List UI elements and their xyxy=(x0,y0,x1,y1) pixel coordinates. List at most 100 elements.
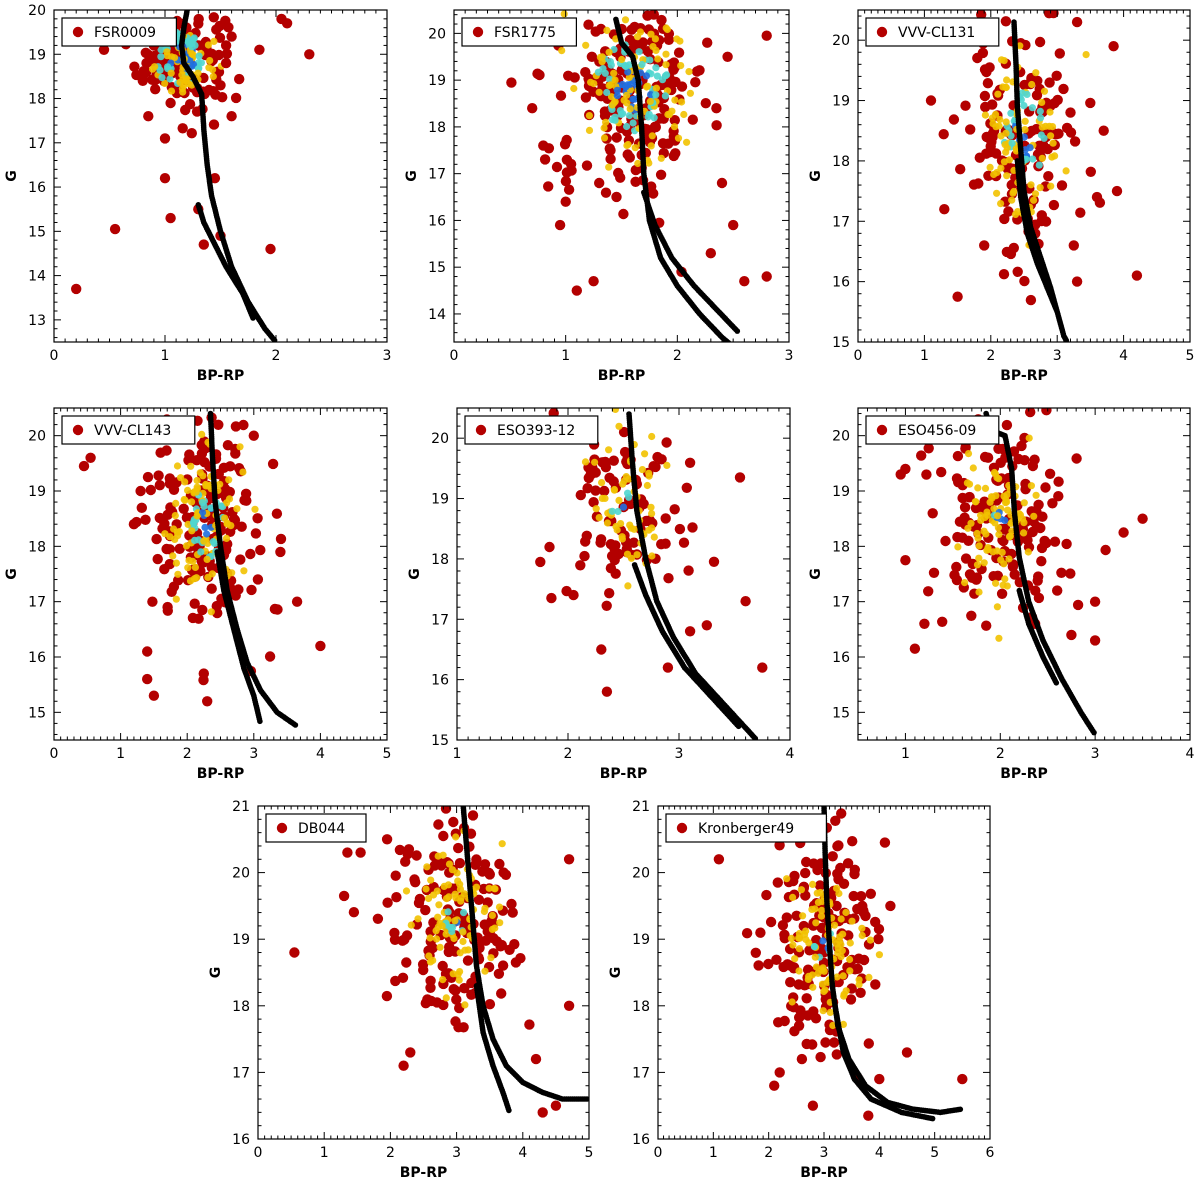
star-point-dense xyxy=(198,508,207,517)
isochrone-point xyxy=(1053,307,1060,313)
legend-marker xyxy=(72,26,84,38)
star-point-dense xyxy=(444,908,452,916)
star-point-dense xyxy=(626,105,634,113)
star-point xyxy=(641,515,652,527)
star-point xyxy=(630,176,641,187)
star-point xyxy=(267,458,279,470)
star-point-dense xyxy=(665,111,673,119)
y-tick-label: 17 xyxy=(28,136,46,152)
y-tick-label: 16 xyxy=(832,650,850,666)
star-point xyxy=(960,100,971,111)
x-tick-label: 0 xyxy=(50,746,59,762)
star-point xyxy=(582,483,593,494)
star-point xyxy=(252,513,263,524)
star-point-dense xyxy=(819,1007,827,1015)
star-point-dense xyxy=(223,519,231,527)
star-point xyxy=(831,900,842,912)
star-point-dense xyxy=(645,159,653,167)
star-point-dense xyxy=(203,530,211,538)
star-point xyxy=(921,469,932,480)
star-point-dense xyxy=(435,901,443,909)
star-point-dense xyxy=(981,111,990,119)
panel-eso456-09: 1 2 3 4 15 16 17 18 19 20 BP-RP G ESO456-09 xyxy=(808,407,1195,782)
star-point-dense xyxy=(598,494,606,502)
star-point xyxy=(795,1005,806,1016)
star-point-dense xyxy=(997,200,1005,208)
star-point xyxy=(865,888,876,899)
star-point-dense xyxy=(652,91,660,99)
star-point xyxy=(684,457,696,468)
star-point xyxy=(198,668,209,679)
star-point xyxy=(785,977,796,988)
star-point xyxy=(1043,10,1055,19)
star-point-dense xyxy=(1000,57,1008,65)
plot-area xyxy=(713,806,968,1122)
star-point xyxy=(209,173,221,184)
x-tick-label: 3 xyxy=(383,348,392,364)
star-point-dense xyxy=(184,564,192,572)
star-point-dense xyxy=(455,976,463,984)
star-point-dense xyxy=(866,936,875,944)
star-point xyxy=(1027,460,1039,472)
star-point-dense xyxy=(808,905,816,914)
star-point xyxy=(291,596,303,607)
star-point xyxy=(583,19,594,30)
star-point xyxy=(473,894,485,905)
star-point xyxy=(687,114,698,125)
star-point-dense xyxy=(151,63,159,71)
star-point xyxy=(271,508,283,519)
star-point-dense xyxy=(629,119,637,127)
plot-area xyxy=(78,410,326,728)
x-tick-label: 3 xyxy=(1053,348,1062,364)
star-point-dense xyxy=(791,955,799,963)
star-point xyxy=(372,913,384,924)
star-point xyxy=(161,445,172,456)
legend-label: VVV-CL143 xyxy=(94,423,171,439)
star-point xyxy=(604,588,615,599)
star-point-dense xyxy=(613,92,622,100)
star-point-dense xyxy=(163,48,171,56)
y-tick-label: 15 xyxy=(431,733,449,749)
star-point-dense xyxy=(491,924,499,932)
legend: VVV-CL131 xyxy=(865,17,1000,47)
star-point xyxy=(708,556,720,567)
star-point xyxy=(248,430,259,441)
star-point xyxy=(230,448,241,459)
star-point-dense xyxy=(1038,98,1046,106)
x-axis-title: BP-RP xyxy=(1000,368,1048,384)
star-point xyxy=(594,177,605,189)
star-point xyxy=(987,99,998,110)
star-point-dense xyxy=(685,68,693,76)
star-point xyxy=(208,12,219,23)
star-point-dense xyxy=(964,524,972,532)
star-point xyxy=(828,1037,840,1048)
star-point xyxy=(128,519,140,530)
star-point-dense xyxy=(1030,196,1038,204)
y-tick-label: 20 xyxy=(428,26,446,42)
star-point xyxy=(1052,585,1063,596)
star-point xyxy=(479,919,490,930)
star-point xyxy=(535,556,546,568)
star-point-dense xyxy=(461,946,469,954)
star-point xyxy=(939,204,950,215)
star-point-dense xyxy=(1048,153,1056,161)
star-point xyxy=(774,1067,785,1078)
star-point-dense xyxy=(627,554,636,562)
star-point xyxy=(873,933,884,945)
star-point-dense xyxy=(560,10,568,18)
star-point xyxy=(952,531,963,543)
y-tick-label: 14 xyxy=(28,269,46,285)
star-point xyxy=(811,934,822,946)
star-point-dense xyxy=(814,969,822,977)
star-point-dense xyxy=(1027,482,1035,490)
star-point xyxy=(827,851,838,862)
star-point-dense xyxy=(605,163,613,171)
star-point-dense xyxy=(182,77,190,85)
star-point-dense xyxy=(1029,155,1037,163)
star-point-dense xyxy=(648,552,656,560)
legend-marker xyxy=(475,424,487,436)
star-point-dense xyxy=(678,98,686,106)
star-point-dense xyxy=(623,122,631,131)
star-point-dense xyxy=(812,919,820,927)
